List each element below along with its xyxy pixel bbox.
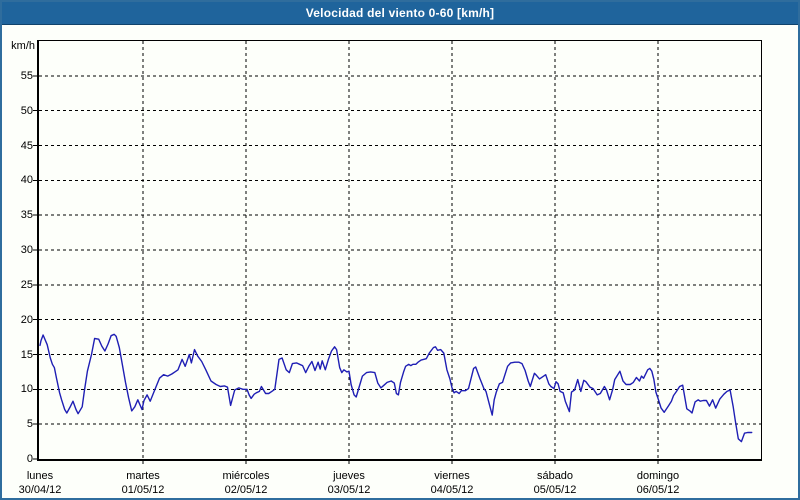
y-tick-label-30: 30 <box>20 244 33 256</box>
day-name: sábado <box>536 470 574 482</box>
grid-lines <box>39 41 761 465</box>
wind-speed-line-chart <box>33 41 761 465</box>
x-day-label-sábado: sábado 05/05/12 <box>510 469 600 497</box>
day-date: 02/05/12 <box>224 484 268 496</box>
y-tick-label-15: 15 <box>20 348 33 361</box>
y-axis-tick-marks <box>33 75 37 460</box>
y-tick-label-20: 20 <box>20 313 33 326</box>
x-day-label-lunes: lunes 30/04/12 <box>2 469 85 497</box>
y-tick-label-50: 50 <box>20 104 33 117</box>
day-date: 05/05/12 <box>533 484 577 496</box>
x-day-label-miércoles: miércoles 02/05/12 <box>201 469 291 497</box>
day-name: jueves <box>333 470 365 482</box>
chart-area: km/h 0 5 10 15 20 25 30 35 40 45 50 55 lunes 30/04/1… <box>2 25 798 498</box>
day-name: viernes <box>434 470 470 482</box>
day-name: domingo <box>636 470 680 482</box>
x-day-label-viernes: viernes 04/05/12 <box>407 469 497 497</box>
day-date: 06/05/12 <box>636 484 680 496</box>
title-bar: Velocidad del viento 0-60 [km/h] <box>2 2 798 25</box>
day-date: 01/05/12 <box>121 484 165 496</box>
y-tick-label-55: 55 <box>20 69 33 82</box>
y-tick-label-0: 0 <box>26 453 33 465</box>
plot-area <box>33 40 762 465</box>
day-date: 30/04/12 <box>18 484 62 496</box>
x-day-label-jueves: jueves 03/05/12 <box>304 469 394 497</box>
y-tick-label-35: 35 <box>20 209 33 222</box>
chart-title: Velocidad del viento 0-60 [km/h] <box>305 6 495 20</box>
y-axis-unit-label: km/h <box>11 40 35 52</box>
y-tick-label-40: 40 <box>20 174 33 187</box>
day-name: miércoles <box>222 470 270 482</box>
x-day-label-martes: martes 01/05/12 <box>98 469 188 497</box>
day-name: lunes <box>26 470 54 482</box>
y-tick-label-25: 25 <box>20 278 33 291</box>
y-tick-label-10: 10 <box>20 383 33 396</box>
day-name: martes <box>126 470 160 482</box>
y-tick-label-45: 45 <box>20 139 33 152</box>
day-date: 03/05/12 <box>327 484 371 496</box>
y-tick-label-5: 5 <box>26 418 33 431</box>
day-date: 04/05/12 <box>430 484 474 496</box>
wind-speed-series-line <box>39 333 753 443</box>
x-day-label-domingo: domingo 06/05/12 <box>613 469 703 497</box>
